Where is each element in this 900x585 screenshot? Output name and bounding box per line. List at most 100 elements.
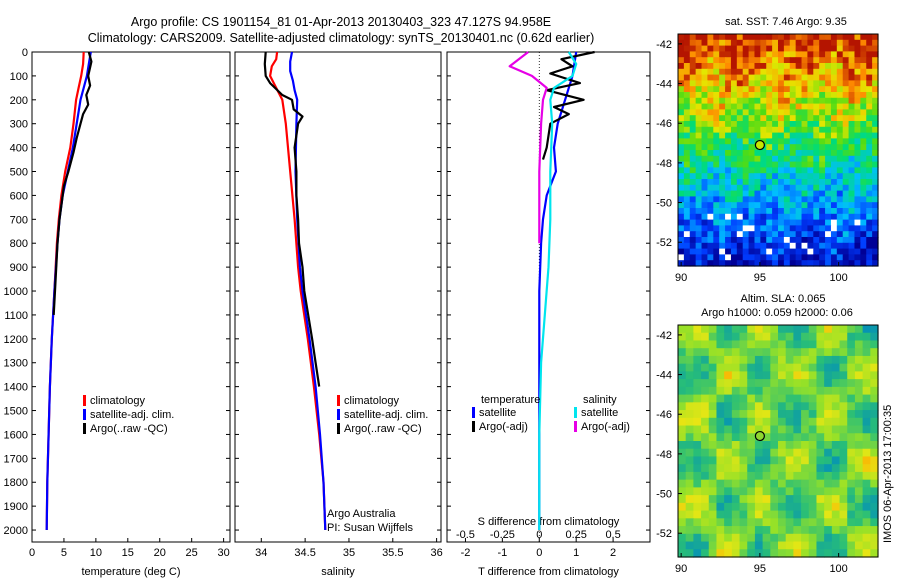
- map-cell: [819, 97, 826, 105]
- map-cell: [872, 225, 879, 232]
- map-cell: [854, 394, 864, 403]
- map-cell: [772, 167, 779, 174]
- map-cell: [701, 202, 709, 209]
- map-cell: [848, 179, 856, 186]
- map-cell: [693, 325, 702, 334]
- map-cell: [824, 425, 833, 434]
- map-cell: [789, 248, 797, 255]
- map-cell: [724, 371, 733, 380]
- map-cell: [808, 441, 818, 450]
- map-cell: [866, 74, 873, 81]
- map-cell: [772, 161, 779, 168]
- map-cell: [678, 57, 685, 64]
- map-cell: [862, 379, 871, 388]
- map-cell: [725, 138, 732, 145]
- map-cell: [847, 549, 856, 558]
- map-cell: [847, 417, 856, 427]
- map-cell: [813, 254, 820, 261]
- map-cell: [754, 196, 761, 203]
- map-cell: [701, 363, 710, 372]
- map-cell: [713, 190, 720, 197]
- map-cell: [754, 167, 761, 174]
- map-cell: [836, 144, 844, 151]
- map-cell: [785, 386, 794, 396]
- map-cell: [813, 213, 820, 221]
- map-cell: [754, 51, 761, 58]
- map-cell: [836, 242, 844, 250]
- map-cell: [678, 456, 687, 465]
- map-cell: [725, 260, 732, 267]
- legend-label: Argo(-adj): [479, 421, 528, 433]
- map-cell: [824, 495, 833, 504]
- map-cell: [778, 161, 785, 168]
- map-cell: [808, 448, 818, 458]
- map-cell: [854, 363, 864, 372]
- map-cell: [830, 231, 838, 238]
- map-cell: [754, 355, 764, 365]
- map-cell: [860, 150, 867, 157]
- map-cell: [842, 150, 850, 157]
- map-cell: [701, 410, 710, 419]
- map-cell: [813, 34, 820, 41]
- map-cell: [701, 254, 709, 261]
- map-cell: [685, 402, 694, 411]
- map-cell: [754, 231, 761, 238]
- map-cell: [842, 242, 850, 250]
- map-cell: [762, 487, 771, 496]
- map-cell: [872, 86, 879, 93]
- map-cell: [754, 448, 764, 458]
- map-cell: [685, 533, 694, 543]
- map-cell: [772, 39, 779, 47]
- map-cell: [701, 121, 709, 128]
- map-cell: [731, 471, 741, 481]
- map-cell: [854, 441, 864, 450]
- map-cell: [801, 340, 810, 349]
- map-cell: [783, 231, 791, 238]
- map-cell: [839, 340, 848, 349]
- x-tick-label: -1: [497, 547, 507, 559]
- map-cell: [766, 190, 773, 197]
- x-tick-label: 95: [754, 272, 766, 284]
- map-cell: [785, 402, 794, 411]
- map-cell: [801, 179, 809, 186]
- map-cell: [719, 196, 726, 203]
- map-cell: [793, 410, 802, 419]
- map-cell: [770, 541, 779, 550]
- map-cell: [708, 518, 718, 527]
- map-cell: [778, 363, 787, 372]
- map-cell: [842, 138, 850, 145]
- plot-frame: [446, 51, 651, 543]
- map-cell: [801, 126, 809, 134]
- map-cell: [678, 417, 687, 427]
- map-cell: [813, 219, 820, 226]
- map-cell: [742, 138, 750, 145]
- map-cell: [830, 57, 838, 64]
- map-cell: [713, 150, 720, 157]
- map-cell: [695, 254, 703, 261]
- map-cell: [872, 63, 879, 70]
- map-cell: [842, 132, 850, 139]
- map-cell: [793, 379, 802, 388]
- map-cell: [801, 242, 809, 250]
- map-cell: [872, 74, 879, 81]
- map-cell: [701, 402, 710, 411]
- map-cell: [830, 92, 838, 99]
- map-cell: [678, 471, 687, 481]
- map-cell: [719, 167, 726, 174]
- map-cell: [842, 97, 850, 105]
- map-cell: [836, 126, 844, 134]
- map-cell: [847, 448, 856, 458]
- map-cell: [713, 202, 720, 209]
- map-cell: [747, 394, 756, 403]
- map-cell: [772, 190, 779, 197]
- map-cell: [730, 115, 738, 122]
- map-cell: [789, 39, 797, 47]
- map-cell: [731, 510, 741, 519]
- map-cell: [683, 167, 691, 174]
- map-cell: [842, 86, 850, 93]
- map-cell: [836, 103, 844, 110]
- map-cell: [789, 231, 797, 238]
- series-line-salinity-argo-adj-: [508, 51, 548, 244]
- map-cell: [689, 92, 697, 99]
